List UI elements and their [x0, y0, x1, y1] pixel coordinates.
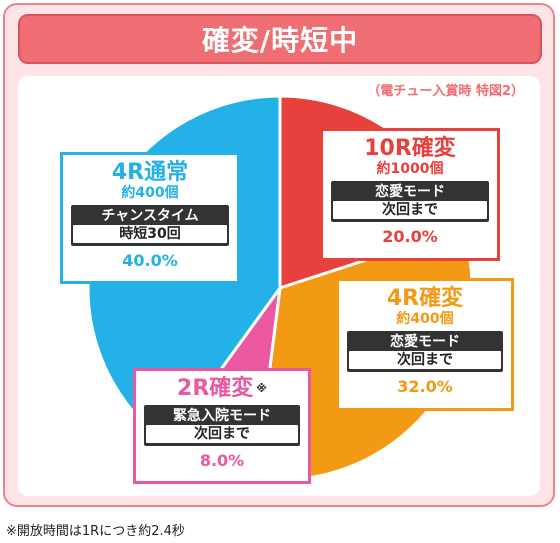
- slice-mode: 緊急入院モード 次回まで: [144, 405, 300, 446]
- slice-label-4r-kakuhen: 4R確変 約400個 恋愛モード 次回まで 32.0%: [336, 278, 514, 411]
- slice-count: 約400個: [121, 185, 179, 201]
- slice-mode-name: 緊急入院モード: [173, 408, 271, 424]
- page-title: 確変/時短中: [18, 14, 542, 64]
- slice-name: 4R通常: [111, 160, 189, 185]
- slice-label-4r-tsujo: 4R通常 約400個 チャンスタイム 時短30回 40.0%: [60, 152, 240, 284]
- slice-mode: 恋愛モード 次回まで: [331, 181, 489, 222]
- slice-mode-name: チャンスタイム: [101, 208, 199, 224]
- footnote-mark: ※: [256, 382, 267, 395]
- slice-label-2r-kakuhen: 2R確変 ※ 緊急入院モード 次回まで 8.0%: [133, 368, 311, 484]
- slice-percent: 40.0%: [122, 251, 178, 270]
- slice-percent: 20.0%: [382, 227, 438, 246]
- slice-mode-detail: 次回まで: [333, 201, 487, 219]
- slice-percent: 8.0%: [199, 451, 245, 470]
- slice-label-10r-kakuhen: 10R確変 約1000個 恋愛モード 次回まで 20.0%: [320, 128, 500, 261]
- slice-mode-name: 恋愛モード: [390, 334, 460, 350]
- slice-name: 10R確変: [364, 136, 456, 161]
- slice-name: 4R確変: [386, 286, 464, 311]
- slice-mode-detail: 時短30回: [73, 225, 227, 243]
- slice-name: 2R確変: [177, 376, 254, 401]
- slice-mode: 恋愛モード 次回まで: [347, 331, 503, 372]
- footnote: ※開放時間は1Rにつき約2.4秒: [6, 524, 185, 539]
- slice-mode-detail: 次回まで: [349, 351, 501, 369]
- slice-mode: チャンスタイム 時短30回: [71, 205, 229, 246]
- slice-name-row: 2R確変 ※: [136, 377, 308, 401]
- slice-mode-detail: 次回まで: [146, 425, 298, 443]
- slice-percent: 32.0%: [397, 377, 453, 396]
- slice-count: 約1000個: [376, 161, 444, 177]
- slice-mode-name: 恋愛モード: [375, 184, 445, 200]
- slice-count: 約400個: [396, 311, 454, 327]
- chart-subtitle: （電チュー入賞時 特図2）: [367, 84, 524, 99]
